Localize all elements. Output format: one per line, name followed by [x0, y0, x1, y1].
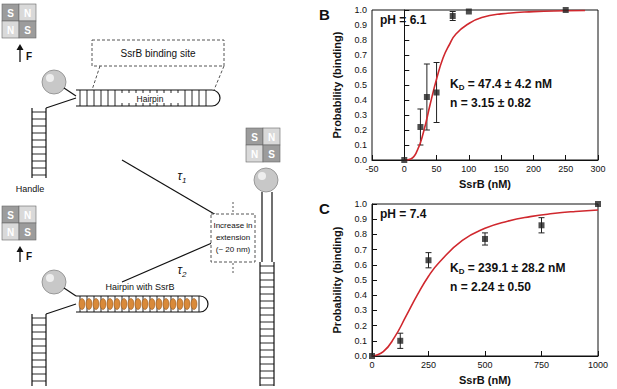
svg-text:SsrB (nM): SsrB (nM) [459, 178, 511, 190]
svg-text:K: K [450, 77, 459, 91]
svg-text:τ2: τ2 [178, 263, 188, 279]
svg-text:0.0: 0.0 [354, 155, 367, 165]
svg-text:N: N [268, 132, 275, 143]
svg-text:1.0: 1.0 [354, 5, 367, 15]
svg-text:0.4: 0.4 [354, 290, 367, 300]
svg-text:F: F [26, 251, 32, 262]
svg-text:n = 3.15 ± 0.82: n = 3.15 ± 0.82 [450, 96, 531, 110]
svg-text:0.7: 0.7 [354, 50, 367, 60]
svg-text:Handle: Handle [16, 184, 45, 194]
svg-text:150: 150 [494, 164, 509, 174]
svg-text:C: C [319, 200, 330, 217]
svg-text:1000: 1000 [588, 360, 608, 370]
svg-text:N: N [7, 25, 14, 36]
svg-text:N: N [7, 227, 14, 238]
svg-text:N: N [251, 149, 258, 160]
svg-text:0.0: 0.0 [354, 351, 367, 361]
svg-text:0.1: 0.1 [354, 336, 367, 346]
svg-text:0.5: 0.5 [354, 80, 367, 90]
svg-text:B: B [319, 6, 330, 23]
svg-text:Increase in: Increase in [213, 221, 252, 230]
svg-text:0.3: 0.3 [354, 305, 367, 315]
svg-text:0.6: 0.6 [354, 260, 367, 270]
svg-text:SsrB binding site: SsrB binding site [120, 48, 195, 59]
svg-text:0.6: 0.6 [354, 65, 367, 75]
svg-text:500: 500 [477, 360, 492, 370]
svg-text:0.9: 0.9 [354, 214, 367, 224]
svg-text:K: K [450, 261, 459, 275]
svg-text:Hairpin with SsrB: Hairpin with SsrB [105, 282, 174, 292]
svg-text:extension: extension [216, 233, 250, 242]
svg-text:300: 300 [590, 164, 605, 174]
svg-text:S: S [251, 132, 258, 143]
svg-text:750: 750 [534, 360, 549, 370]
svg-text:Probability (binding): Probability (binding) [331, 226, 343, 333]
svg-text:N: N [24, 8, 31, 19]
svg-text:τ1: τ1 [178, 169, 187, 185]
svg-text:250: 250 [421, 360, 436, 370]
svg-text:F: F [26, 51, 32, 62]
svg-text:0.9: 0.9 [354, 20, 367, 30]
svg-text:pH = 7.4: pH = 7.4 [380, 207, 427, 221]
svg-text:50: 50 [432, 164, 442, 174]
svg-text:0.1: 0.1 [354, 140, 367, 150]
svg-text:0: 0 [369, 360, 374, 370]
svg-text:0.2: 0.2 [354, 321, 367, 331]
svg-text:0: 0 [402, 164, 407, 174]
svg-text:200: 200 [526, 164, 541, 174]
svg-text:Probability (binding): Probability (binding) [331, 31, 343, 138]
svg-text:S: S [268, 149, 275, 160]
svg-text:S: S [7, 210, 14, 221]
svg-text:0.7: 0.7 [354, 245, 367, 255]
svg-text:0.4: 0.4 [354, 95, 367, 105]
svg-text:0.8: 0.8 [354, 229, 367, 239]
svg-text:100: 100 [461, 164, 476, 174]
svg-text:1.0: 1.0 [354, 199, 367, 209]
svg-text:-50: -50 [365, 164, 378, 174]
svg-text:D: D [458, 82, 465, 92]
svg-text:N: N [24, 210, 31, 221]
svg-text:0.8: 0.8 [354, 35, 367, 45]
svg-text:250: 250 [558, 164, 573, 174]
svg-text:0.2: 0.2 [354, 125, 367, 135]
svg-text:0.3: 0.3 [354, 110, 367, 120]
svg-text:(~ 20 nm): (~ 20 nm) [216, 245, 251, 254]
svg-text:D: D [458, 266, 465, 276]
svg-text:S: S [7, 8, 14, 19]
svg-text:= 239.1 ± 28.2 nM: = 239.1 ± 28.2 nM [464, 261, 565, 275]
svg-text:S: S [24, 25, 31, 36]
svg-text:n = 2.24 ± 0.50: n = 2.24 ± 0.50 [450, 280, 531, 294]
svg-text:S: S [24, 227, 31, 238]
svg-text:Hairpin: Hairpin [137, 94, 164, 104]
svg-text:= 47.4 ± 4.2 nM: = 47.4 ± 4.2 nM [464, 77, 552, 91]
svg-text:SsrB (nM): SsrB (nM) [459, 374, 511, 386]
svg-text:0.5: 0.5 [354, 275, 367, 285]
svg-text:pH = 6.1: pH = 6.1 [380, 13, 427, 27]
